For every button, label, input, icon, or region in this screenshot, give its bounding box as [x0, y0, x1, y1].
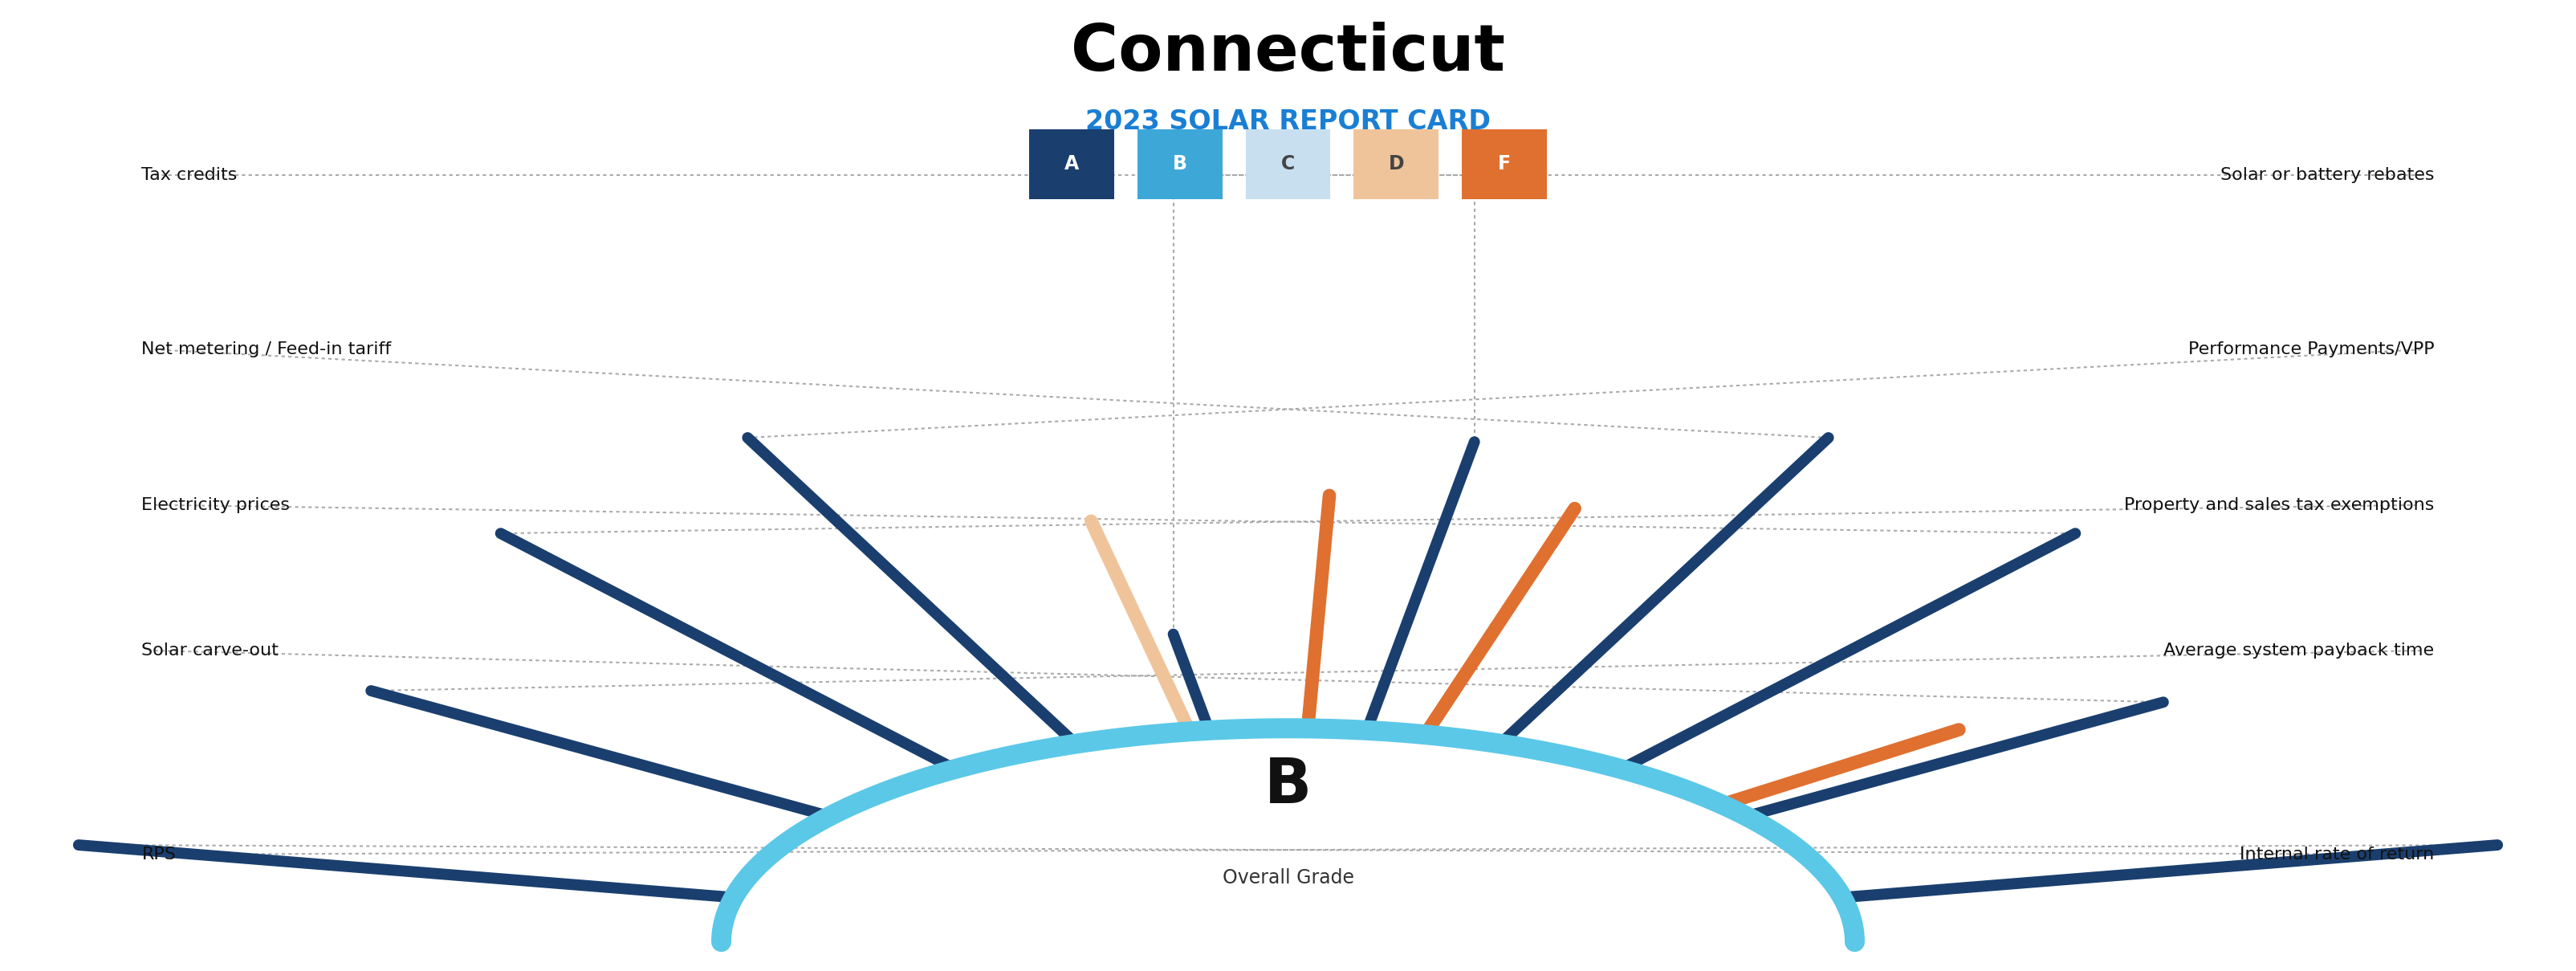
FancyBboxPatch shape [1028, 129, 1113, 199]
Text: B: B [1265, 755, 1311, 816]
FancyBboxPatch shape [1355, 129, 1437, 199]
Text: Solar carve-out: Solar carve-out [142, 643, 278, 658]
FancyBboxPatch shape [1463, 129, 1546, 199]
FancyBboxPatch shape [1136, 129, 1221, 199]
Text: 2023 SOLAR REPORT CARD: 2023 SOLAR REPORT CARD [1084, 108, 1492, 135]
Text: C: C [1280, 154, 1296, 174]
Text: A: A [1064, 154, 1079, 174]
Text: Tax credits: Tax credits [142, 167, 237, 183]
Text: D: D [1388, 154, 1404, 174]
Text: Overall Grade: Overall Grade [1221, 868, 1355, 887]
Text: Internal rate of return: Internal rate of return [2241, 847, 2434, 862]
Text: B: B [1172, 154, 1188, 174]
Text: Performance Payments/VPP: Performance Payments/VPP [2187, 342, 2434, 357]
Text: Average system payback time: Average system payback time [2164, 643, 2434, 658]
Text: Solar or battery rebates: Solar or battery rebates [2221, 167, 2434, 183]
Text: Connecticut: Connecticut [1072, 22, 1504, 84]
Text: F: F [1497, 154, 1512, 174]
FancyBboxPatch shape [1247, 129, 1329, 199]
Text: Property and sales tax exemptions: Property and sales tax exemptions [2125, 497, 2434, 513]
Text: Electricity prices: Electricity prices [142, 497, 291, 513]
Text: Net metering / Feed-in tariff: Net metering / Feed-in tariff [142, 342, 392, 357]
Text: RPS: RPS [142, 847, 175, 862]
